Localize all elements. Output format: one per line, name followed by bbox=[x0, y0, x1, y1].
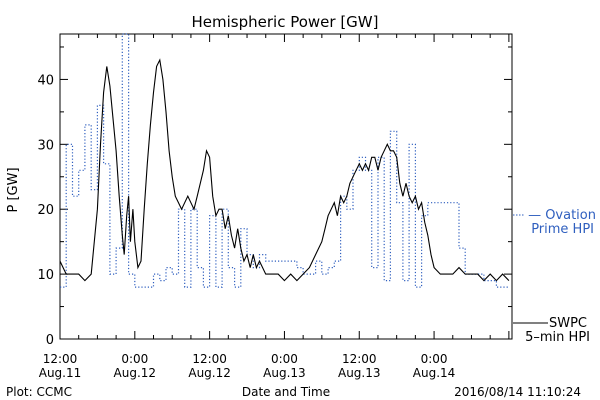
x-axis: 12:00Aug.110:00Aug.1212:00Aug.120:00Aug.… bbox=[39, 34, 510, 380]
legend-ovation-line1: — Ovation bbox=[528, 208, 596, 223]
y-axis: 0 10 20 30 40 bbox=[37, 46, 512, 348]
x-tick-label-time: 12:00 bbox=[43, 352, 78, 366]
x-tick-label-date: Aug.12 bbox=[114, 366, 157, 380]
x-tick-label-date: Aug.13 bbox=[338, 366, 381, 380]
y-tick-label: 0 bbox=[46, 333, 54, 348]
legend-ovation-line2: Prime HPI bbox=[531, 222, 594, 237]
legend-swpc-line1: SWPC bbox=[549, 316, 587, 331]
series-ovation-prime-line bbox=[60, 33, 509, 288]
x-tick-label-time: 12:00 bbox=[342, 352, 377, 366]
y-tick-label: 30 bbox=[37, 138, 54, 153]
x-tick-label-date: Aug.11 bbox=[39, 366, 82, 380]
legend-swpc-line2: 5–min HPI bbox=[525, 330, 590, 345]
series-layer bbox=[59, 33, 510, 288]
x-tick-label-date: Aug.12 bbox=[188, 366, 231, 380]
y-tick-label: 20 bbox=[37, 203, 54, 218]
plot-frame bbox=[59, 33, 513, 340]
x-tick-label-time: 0:00 bbox=[421, 352, 448, 366]
x-tick-label-time: 0:00 bbox=[271, 352, 298, 366]
y-tick-label: 10 bbox=[37, 268, 54, 283]
x-tick-label-time: 12:00 bbox=[192, 352, 227, 366]
footer-credit: Plot: CCMC bbox=[6, 385, 72, 399]
chart-title: Hemispheric Power [GW] bbox=[192, 13, 379, 31]
series-swpc-line bbox=[59, 58, 510, 282]
x-tick-label-date: Aug.13 bbox=[263, 366, 306, 380]
y-axis-label: P [GW] bbox=[6, 167, 21, 212]
y-tick-label: 40 bbox=[37, 73, 54, 88]
x-tick-label-date: Aug.14 bbox=[413, 366, 456, 380]
x-axis-label: Date and Time bbox=[242, 385, 330, 399]
x-tick-label-time: 0:00 bbox=[121, 352, 148, 366]
footer-timestamp: 2016/08/14 11:10:24 bbox=[454, 385, 581, 399]
